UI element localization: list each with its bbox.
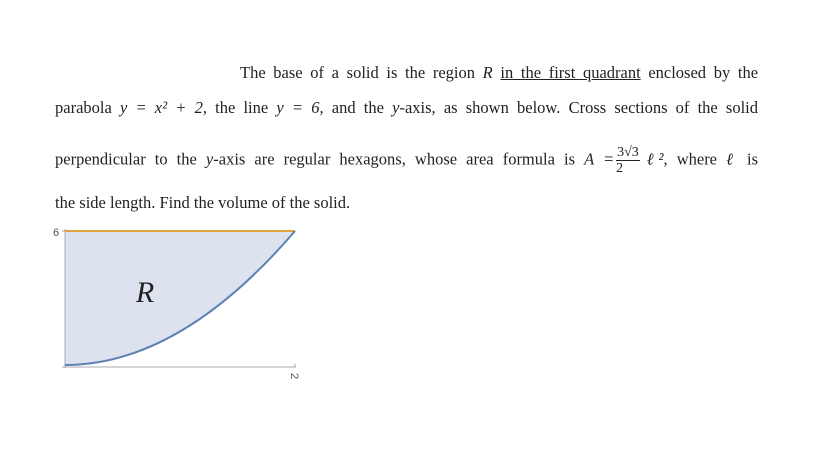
- region-label: R: [135, 276, 154, 309]
- math: ℓ: [726, 149, 738, 169]
- math: y = x² + 2: [120, 98, 203, 117]
- text: the side length. Find the volume of the …: [55, 193, 351, 212]
- fraction: 3√3 2: [616, 145, 640, 176]
- math: A =: [584, 149, 615, 169]
- text-line: the side length. Find the volume of the …: [55, 193, 350, 213]
- parabola: [64, 230, 296, 366]
- text: , where: [663, 149, 718, 169]
- text-line: The base of a solid is the region R in t…: [240, 63, 758, 83]
- text-line: perpendicular to the y-axis are regular …: [55, 145, 758, 176]
- numerator: 3√3: [616, 145, 640, 161]
- text: -axis, as shown below. Cross sections of…: [399, 98, 759, 117]
- region: [65, 231, 295, 365]
- denominator: 2: [616, 161, 624, 176]
- y-tick-label: 6: [53, 227, 59, 239]
- x-tick-label: 2: [288, 373, 300, 379]
- text: enclosed by the: [648, 63, 759, 82]
- text: , and the: [319, 98, 384, 117]
- math: y: [392, 98, 400, 117]
- text: -axis are regular hexagons, whose area f…: [213, 149, 576, 169]
- math: y: [205, 149, 214, 169]
- math: ℓ²: [641, 149, 664, 169]
- text: parabola: [55, 98, 112, 117]
- math: y = 6: [276, 98, 320, 117]
- math: R: [482, 63, 493, 82]
- text: is: [747, 149, 759, 169]
- text-line: parabola y = x² + 2, the line y = 6, and…: [55, 98, 758, 118]
- text: The base of a solid is the region: [240, 63, 476, 82]
- underlined-text: in the first quadrant: [500, 63, 641, 82]
- text: perpendicular to the: [55, 149, 197, 169]
- text: , the line: [202, 98, 269, 117]
